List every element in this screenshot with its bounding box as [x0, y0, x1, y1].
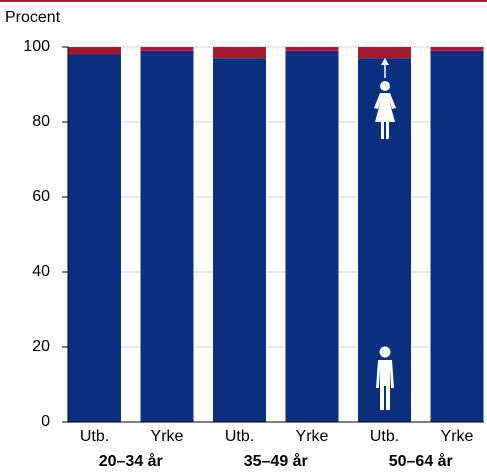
bar-segment	[430, 50, 484, 422]
labels: 0 20 40 60 80 100 Utb. Yrke Utb. Yrke Utb. Yrke 20–3…	[23, 38, 484, 470]
body	[376, 360, 394, 410]
x-tick-label: Utb.	[80, 428, 109, 445]
x-tick-label: Yrke	[296, 428, 329, 445]
y-tick-label: 100	[23, 38, 50, 55]
icons	[374, 58, 396, 410]
female-icon	[374, 58, 396, 139]
bar-segment	[285, 47, 339, 51]
y-tick-label: 40	[32, 263, 50, 280]
head	[379, 346, 391, 358]
bar-segment	[213, 58, 266, 422]
bar-segment	[68, 47, 121, 55]
y-tick-label: 0	[41, 413, 50, 430]
group-label: 20–34 år	[99, 452, 163, 470]
x-tick-label: Yrke	[151, 428, 184, 445]
y-axis-label: Procent	[5, 9, 61, 26]
bar-segment	[285, 50, 339, 422]
arrow-head	[381, 58, 389, 65]
group-label: 50–64 år	[389, 452, 453, 470]
bar-segment	[140, 50, 194, 422]
bars	[68, 47, 484, 422]
x-tick-label: Utb.	[225, 428, 254, 445]
y-tick-label: 60	[32, 188, 50, 205]
y-tick-label: 80	[32, 113, 50, 130]
group-label: 35–49 år	[244, 452, 308, 470]
top-rule	[0, 0, 487, 2]
bar-segment	[358, 47, 411, 59]
grid	[68, 46, 484, 423]
bar-segment	[213, 47, 266, 59]
body	[374, 93, 396, 139]
x-tick-label: Yrke	[441, 428, 474, 445]
bar-segment	[140, 47, 194, 51]
head	[380, 81, 390, 91]
male-icon	[376, 346, 394, 410]
bar-segment	[68, 54, 121, 422]
bar-segment	[430, 47, 484, 51]
y-tick-label: 20	[32, 338, 50, 355]
x-tick-label: Utb.	[370, 428, 399, 445]
